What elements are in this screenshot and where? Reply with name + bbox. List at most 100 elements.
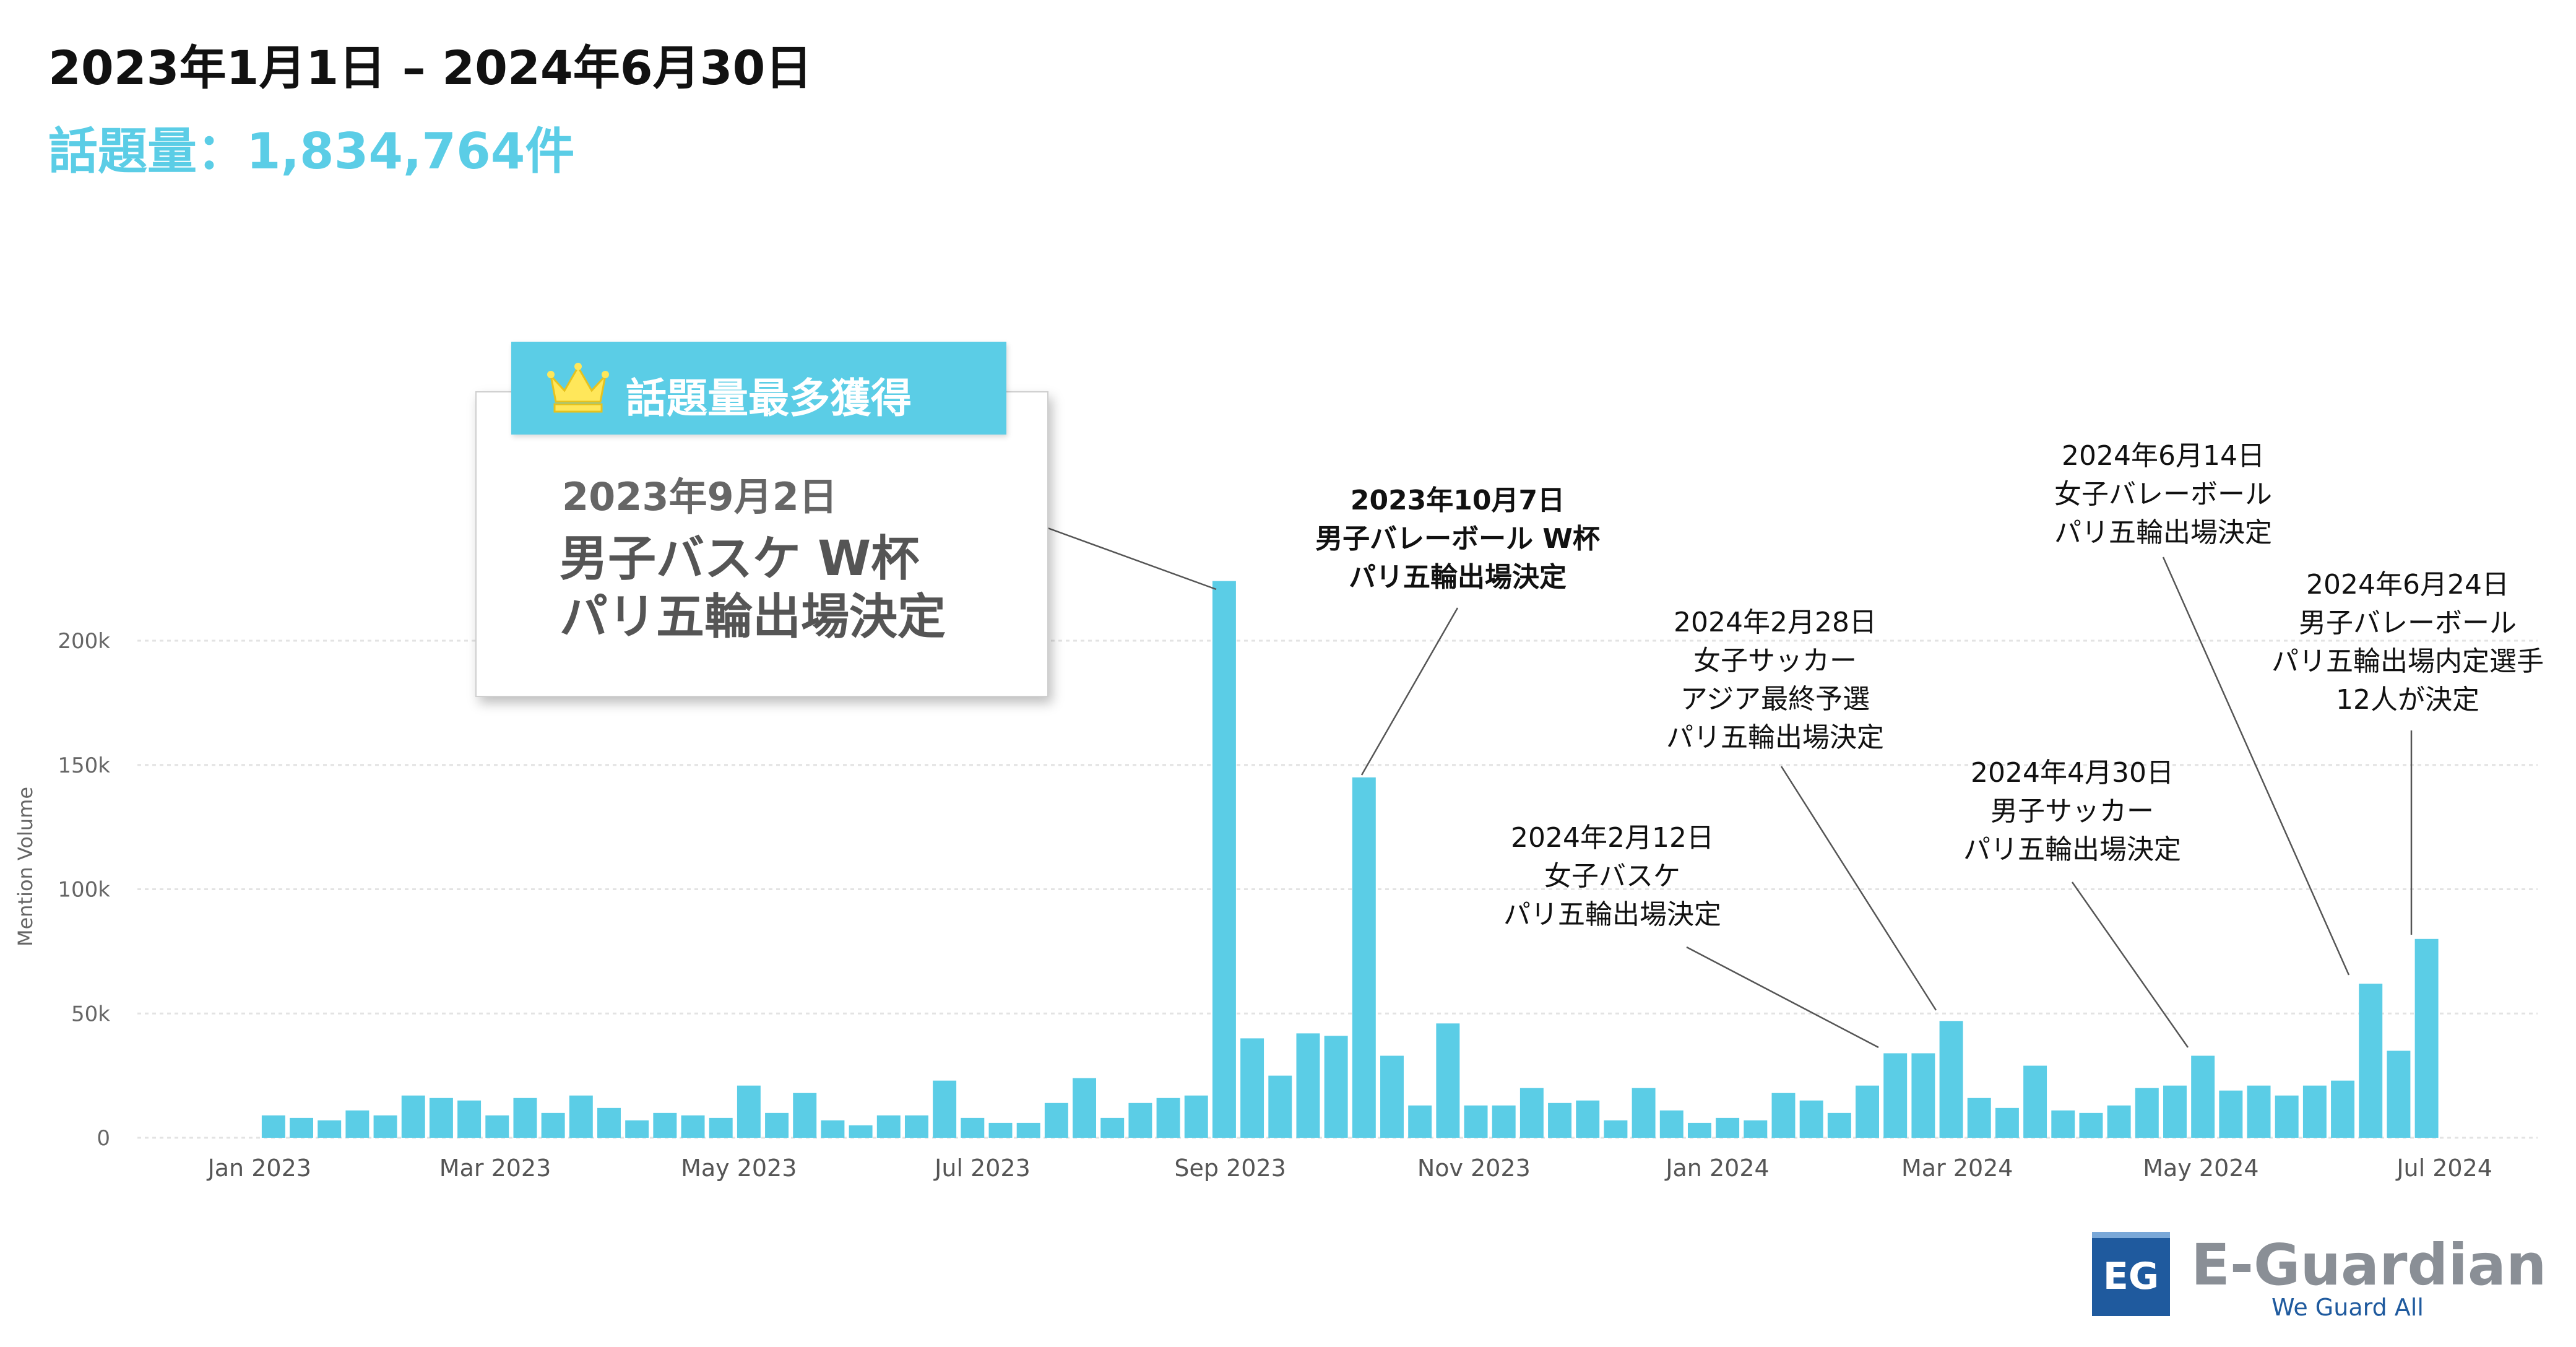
- bar-2023-07-30: [1100, 1117, 1125, 1138]
- bar-2023-04-23: [709, 1117, 733, 1138]
- x-tick-label: May 2023: [681, 1154, 797, 1182]
- y-axis-ticks: 0 50k 100k 150k 200k: [58, 629, 110, 1151]
- bar-2023-06-25: [961, 1117, 985, 1138]
- x-tick-label: Jul 2024: [2395, 1154, 2492, 1182]
- y-tick-label: 0: [97, 1126, 110, 1151]
- bar-2023-08-20: [1184, 1095, 1208, 1138]
- bar-2023-04-09: [653, 1112, 677, 1138]
- bar-2023-11-19: [1548, 1102, 1572, 1138]
- bar-2023-11-12: [1519, 1088, 1544, 1138]
- x-tick-label: May 2024: [2143, 1154, 2258, 1182]
- top-mention-callout: [475, 391, 1048, 697]
- bar-2024-06-09: [2359, 984, 2383, 1138]
- x-tick-label: Jan 2024: [1664, 1154, 1769, 1182]
- bar-2023-08-13: [1156, 1098, 1180, 1138]
- bar-2023-04-16: [681, 1115, 705, 1138]
- y-tick-label: 150k: [58, 753, 110, 778]
- bar-2024-04-07: [2107, 1105, 2131, 1138]
- bar-2023-09-03: [1240, 1038, 1264, 1138]
- x-tick-label: Jul 2023: [933, 1154, 1031, 1182]
- bar-2023-12-17: [1659, 1110, 1683, 1138]
- bar-2023-09-24: [1324, 1036, 1348, 1138]
- date-range-title: 2023年1月1日 – 2024年6月30日: [48, 40, 813, 95]
- bar-2023-10-29: [1464, 1105, 1488, 1138]
- bar-2023-12-03: [1604, 1120, 1628, 1138]
- bar-2023-07-23: [1073, 1078, 1097, 1138]
- bar-2023-07-16: [1044, 1102, 1068, 1138]
- bar-2024-05-19: [2275, 1095, 2299, 1138]
- x-axis-ticks: Jan 2023 Mar 2023 May 2023 Jul 2023 Sep 2023…: [207, 1154, 2492, 1182]
- y-tick-label: 200k: [58, 629, 110, 654]
- annotation-2024-04-30: 2024年4月30日 男子サッカー パリ五輪出場決定: [1963, 757, 2181, 865]
- bar-2023-01-08: [290, 1117, 314, 1138]
- bar-2023-01-15: [318, 1120, 342, 1138]
- bar-2024-06-23: [2414, 938, 2439, 1138]
- bar-2024-05-12: [2247, 1085, 2271, 1138]
- bar-2024-04-14: [2135, 1088, 2159, 1138]
- bar-2024-04-21: [2163, 1085, 2187, 1138]
- bar-2024-01-21: [1799, 1100, 1823, 1138]
- leader-line-2024-06-14: [2162, 557, 2350, 976]
- bar-2023-10-15: [1408, 1105, 1432, 1138]
- mention-volume-total: 話題量：1,834,764件: [48, 123, 575, 180]
- bar-2024-01-28: [1827, 1112, 1851, 1138]
- bar-2024-03-17: [2023, 1065, 2047, 1138]
- bar-2023-03-05: [513, 1098, 537, 1138]
- annotation-leader-lines: [1045, 526, 2413, 1049]
- x-tick-label: Jan 2023: [207, 1154, 311, 1182]
- leader-line-2024-04-30: [2071, 881, 2189, 1048]
- bar-2023-02-19: [457, 1100, 482, 1138]
- annotation-2024-02-28: 2024年2月28日 女子サッカー アジア最終予選 パリ五輪出場決定: [1666, 607, 1884, 753]
- bar-2023-08-06: [1128, 1102, 1152, 1138]
- crown-icon: [547, 363, 609, 413]
- logo-tagline: We Guard All: [2271, 1294, 2424, 1321]
- company-logo: EG E-Guardian We Guard All: [2092, 1232, 2546, 1322]
- bar-2024-02-25: [1939, 1021, 1963, 1138]
- bar-2024-01-14: [1771, 1093, 1796, 1138]
- bar-2023-02-12: [429, 1098, 453, 1138]
- x-tick-label: Sep 2023: [1174, 1154, 1286, 1182]
- svg-text:EG: EG: [2103, 1255, 2159, 1298]
- bar-2024-04-28: [2191, 1055, 2215, 1138]
- annotation-2024-06-14: 2024年6月14日 女子バレーボール パリ五輪出場決定: [2054, 440, 2272, 548]
- bar-2023-09-17: [1296, 1033, 1320, 1138]
- bar-2024-03-03: [1967, 1098, 1991, 1138]
- bar-2023-03-12: [541, 1112, 565, 1138]
- bar-2023-07-09: [1016, 1122, 1040, 1138]
- bar-2024-01-07: [1744, 1120, 1768, 1138]
- bar-2023-05-14: [793, 1093, 817, 1138]
- bar-2023-11-05: [1492, 1105, 1516, 1138]
- bar-2023-04-02: [625, 1120, 649, 1138]
- x-tick-label: Mar 2024: [1901, 1154, 2013, 1182]
- y-tick-label: 50k: [71, 1002, 110, 1026]
- bar-2023-02-26: [485, 1115, 509, 1138]
- leader-line-2024-02-28: [1780, 766, 1937, 1011]
- x-tick-label: Nov 2023: [1417, 1154, 1531, 1182]
- bar-2023-02-05: [401, 1095, 425, 1138]
- bar-2023-04-30: [737, 1085, 761, 1138]
- bar-2023-12-31: [1716, 1117, 1740, 1138]
- leader-line-2024-02-12: [1686, 946, 1879, 1049]
- bar-2024-02-11: [1883, 1053, 1908, 1138]
- bar-2023-06-04: [876, 1115, 901, 1138]
- bar-2023-12-10: [1632, 1088, 1656, 1138]
- bar-2024-02-04: [1856, 1085, 1880, 1138]
- bar-2023-03-19: [569, 1095, 593, 1138]
- leader-line-callout: [1045, 526, 1217, 591]
- annotation-2024-06-24: 2024年6月24日 男子バレーボール パリ五輪出場内定選手 12人が決定: [2271, 569, 2544, 716]
- bar-2024-03-24: [2051, 1110, 2075, 1138]
- bar-2024-06-16: [2387, 1050, 2411, 1138]
- bar-2023-07-02: [988, 1122, 1013, 1138]
- bar-2023-06-11: [904, 1115, 928, 1138]
- bar-2023-01-01: [261, 1115, 285, 1138]
- bar-2024-06-02: [2331, 1080, 2355, 1138]
- bar-2024-02-18: [1911, 1053, 1935, 1138]
- bar-2023-12-24: [1687, 1122, 1711, 1138]
- bar-2023-09-10: [1268, 1075, 1292, 1138]
- x-tick-label: Mar 2023: [439, 1154, 551, 1182]
- bar-2023-01-29: [373, 1115, 397, 1138]
- bar-2024-05-05: [2219, 1090, 2243, 1138]
- top-mention-badge: 話題量最多獲得: [511, 342, 1006, 435]
- bar-2023-01-22: [345, 1110, 370, 1138]
